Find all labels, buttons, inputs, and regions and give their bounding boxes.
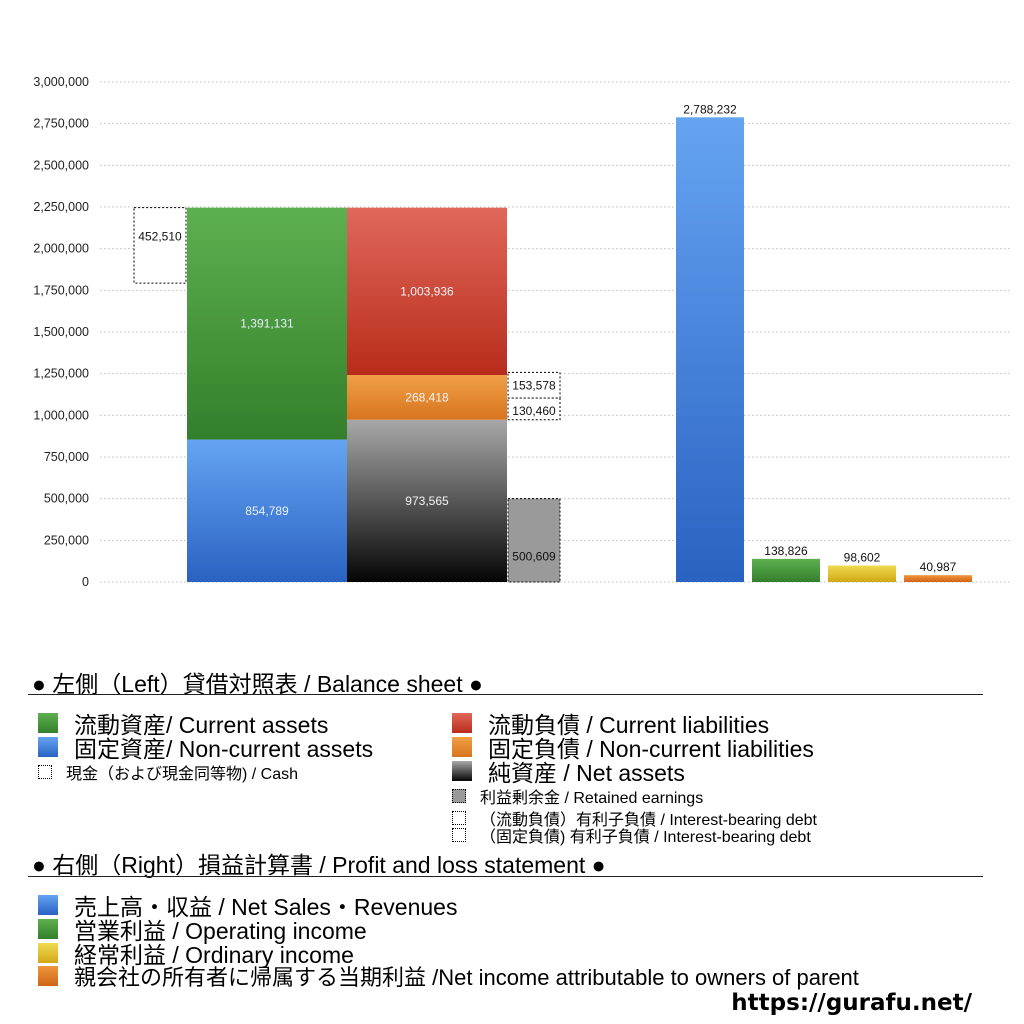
legend-label: 現金（および現金同等物) / Cash [66,766,299,783]
pl-value-label: 40,987 [920,560,957,574]
legend-divider [28,694,983,695]
legend-swatch [38,919,58,939]
interest-bearing-debt-box [507,371,561,399]
pl-bar [752,558,820,582]
y-tick-label: 1,750,000 [33,283,89,297]
cash-value-label: 452,510 [138,229,182,243]
legend-swatch [452,713,472,733]
pl-bar [904,575,972,582]
retained-earnings-box [507,498,561,583]
legend-divider [28,876,983,877]
legend-swatch [38,943,58,963]
legend-item-net-sales: 売上高・収益 / Net Sales・Revenues [38,888,457,922]
y-tick-label: 1,000,000 [33,408,89,422]
legend-swatch [452,789,466,803]
cash-box [133,207,187,284]
legend-label: （流動負債）有利子負債 / Interest-bearing debt [480,812,817,829]
source-url: https://gurafu.net/ [731,990,972,1016]
legend-item-operating-income: 営業利益 / Operating income [38,912,367,946]
asset-bar-value-label: 854,789 [245,504,289,518]
pl-legend-title: ● 右側（Right）損益計算書 / Profit and loss state… [32,852,606,878]
y-tick-label: 750,000 [44,450,89,464]
legend-label: 利益剰余金 / Retained earnings [480,790,704,807]
legend-label: 経常利益 / Ordinary income [74,942,354,968]
liability-bar-value-label: 973,565 [405,494,449,508]
y-tick-label: 500,000 [44,492,89,506]
legend-swatch [452,811,466,825]
legend-swatch [452,737,472,757]
legend-item-net-income: 親会社の所有者に帰属する当期利益 /Net income attributabl… [38,960,859,992]
interest-bearing-debt-value-label: 153,578 [512,378,556,392]
asset-bar-value-label: 1,391,131 [240,317,294,331]
legend-item-non-current-liabilities: 固定負債 / Non-current liabilities [452,730,814,764]
liability-bar-value-label: 1,003,936 [400,284,454,298]
legend-item-cash: 現金（および現金同等物) / Cash [38,760,298,784]
legend-swatch [38,737,58,757]
legend-swatch [38,895,58,915]
legend-swatch [38,713,58,733]
y-tick-label: 2,000,000 [33,242,89,256]
legend-label: 固定負債 / Non-current liabilities [488,736,814,762]
legend-swatch [452,828,466,842]
retained-earnings-value-label: 500,609 [512,549,556,563]
y-tick-label: 1,500,000 [33,325,89,339]
liability-bar-segment [347,207,507,376]
y-tick-label: 1,250,000 [33,367,89,381]
balance-sheet-legend-title: ● 左側（Left）貸借対照表 / Balance sheet ● [32,671,483,697]
legend-item-current-assets: 流動資産/ Current assets [38,706,328,740]
legend-swatch [452,761,472,781]
interest-bearing-debt-value-label: 130,460 [512,404,556,418]
legend-label: 営業利益 / Operating income [74,918,367,944]
y-tick-label: 0 [82,575,89,589]
legend-item-current-liabilities: 流動負債 / Current liabilities [452,706,769,740]
legend-item-retained-earnings: 利益剰余金 / Retained earnings [452,784,703,808]
y-tick-label: 2,250,000 [33,200,89,214]
legend-item-ordinary-income: 経常利益 / Ordinary income [38,936,354,970]
liability-bar-segment [347,419,507,582]
legend-label: （固定負債) 有利子負債 / Interest-bearing debt [480,829,811,846]
legend-item-non-current-interest-bearing-debt: （固定負債) 有利子負債 / Interest-bearing debt [452,823,811,847]
legend-label: 固定資産/ Non-current assets [74,736,374,762]
asset-bar-segment [187,207,347,440]
asset-bar-segment [187,439,347,582]
legend-label: 流動負債 / Current liabilities [488,712,770,738]
legend-item-non-current-assets: 固定資産/ Non-current assets [38,730,373,764]
liability-bar-segment [347,375,507,420]
balance-sheet-and-pl-chart: 0 250,000 500,000 750,000 1,000,000 1,250,000… [33,75,1010,589]
y-tick-label: 2,500,000 [33,158,89,172]
legend-label: 売上高・収益 / Net Sales・Revenues [74,894,458,920]
legend-swatch [38,966,58,986]
legend-label: 親会社の所有者に帰属する当期利益 /Net income attributabl… [74,965,859,990]
pl-bar [676,117,744,582]
y-tick-label: 250,000 [44,533,89,547]
legend-item-current-interest-bearing-debt: （流動負債）有利子負債 / Interest-bearing debt [452,806,817,830]
pl-bar [828,565,896,582]
legend-label: 純資産 / Net assets [488,760,685,786]
pl-value-label: 138,826 [764,544,808,558]
pl-value-label: 2,788,232 [683,102,737,116]
legend-label: 流動資産/ Current assets [74,712,329,738]
y-tick-label: 3,000,000 [33,75,89,89]
legend-item-net-assets: 純資産 / Net assets [452,754,685,788]
liability-bar-value-label: 268,418 [405,390,449,404]
pl-value-label: 98,602 [844,551,881,565]
y-tick-label: 2,750,000 [33,117,89,131]
legend-swatch [38,765,52,779]
